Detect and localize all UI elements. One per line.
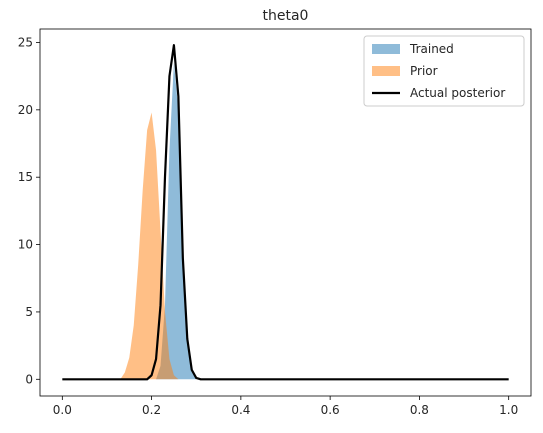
legend-label-trained: Trained	[409, 42, 454, 56]
y-tick-label: 15	[18, 170, 33, 184]
series-trained-area	[156, 62, 197, 380]
series-actual-posterior-line	[62, 44, 509, 381]
x-tick-label: 0.4	[231, 403, 250, 417]
legend-box	[363, 35, 525, 107]
x-tick-label: 1.0	[499, 403, 518, 417]
legend-swatch-trained	[372, 44, 400, 54]
series-prior-area	[120, 112, 179, 380]
ticks-layer: 0.0 0.2 0.4 0.6 0.8 1.0 0 5 10 15 20 25	[18, 35, 519, 417]
legend: Trained Prior Actual posterior	[363, 35, 525, 107]
axes-frame	[39, 28, 532, 397]
plot-layer	[62, 44, 509, 381]
y-tick-label: 20	[18, 103, 33, 117]
x-tick-label: 0.6	[321, 403, 340, 417]
legend-label-prior: Prior	[410, 64, 438, 78]
y-tick-label: 25	[18, 35, 33, 49]
x-tick-label: 0.8	[410, 403, 429, 417]
y-tick-label: 5	[25, 305, 33, 319]
legend-label-actual-posterior: Actual posterior	[410, 86, 505, 100]
y-tick-label: 0	[25, 372, 33, 386]
legend-swatch-prior	[372, 66, 400, 76]
y-tick-label: 10	[18, 238, 33, 252]
x-tick-label: 0.0	[53, 403, 72, 417]
chart-title: theta0	[263, 8, 309, 24]
x-tick-label: 0.2	[142, 403, 161, 417]
